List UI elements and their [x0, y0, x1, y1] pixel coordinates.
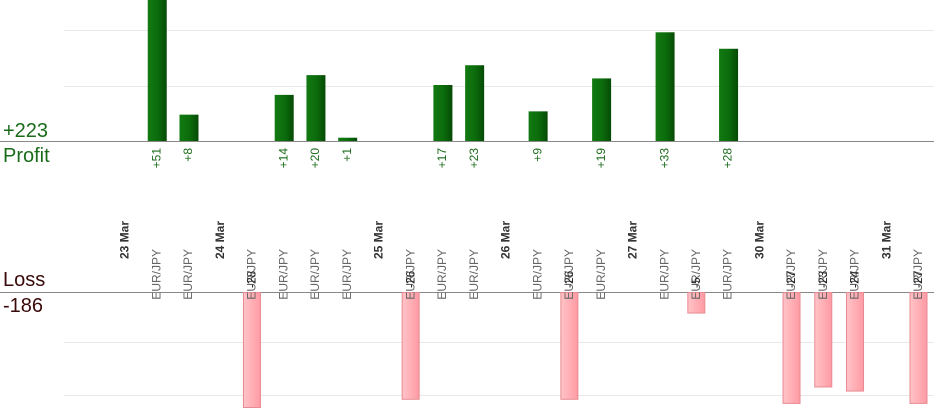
date-label: 23 Mar: [118, 221, 132, 259]
loss-bar: [846, 292, 865, 392]
date-label: 25 Mar: [372, 221, 386, 259]
profit-value-label: +23: [467, 148, 481, 169]
profit-bar: [147, 0, 167, 141]
pair-label: EUR/JPY: [308, 249, 322, 300]
pair-label: EUR/JPY: [181, 249, 195, 300]
profit-bar: [465, 65, 485, 141]
gridlines: [64, 30, 934, 396]
pair-label: EUR/JPY: [689, 249, 703, 300]
bars: [147, 0, 928, 408]
pair-label: EUR/JPY: [816, 249, 830, 300]
pair-label: EUR/JPY: [784, 249, 798, 300]
pair-label: EUR/JPY: [657, 249, 671, 300]
profit-value-label: +33: [657, 148, 671, 169]
profit-value-label: +17: [435, 148, 449, 169]
date-label: 26 Mar: [499, 221, 513, 259]
loss-value-label: -5: [689, 277, 703, 288]
pair-label: EUR/JPY: [911, 249, 925, 300]
profit-bar: [179, 114, 199, 141]
pair-label: EUR/JPY: [530, 249, 544, 300]
profit-value-label: +51: [149, 148, 163, 169]
profit-bar: [528, 111, 548, 141]
loss-value-label: -26: [562, 270, 576, 288]
date-label: 31 Mar: [879, 221, 893, 259]
profit-value-label: +8: [181, 148, 195, 162]
loss-value-label: -27: [911, 270, 925, 288]
loss-value-label: -24: [848, 270, 862, 288]
profit-bar: [592, 78, 612, 141]
loss-total: -186: [3, 295, 44, 317]
profit-value-label: +14: [276, 148, 290, 169]
profit-value-label: +28: [721, 148, 735, 169]
profit-bar: [338, 137, 358, 141]
pair-label: EUR/JPY: [403, 249, 417, 300]
date-label: 24 Mar: [213, 221, 227, 259]
profit-value-label: +9: [530, 148, 544, 162]
pair-label: EUR/JPY: [276, 249, 290, 300]
loss-bar: [782, 292, 801, 404]
profit-label: Profit: [3, 145, 50, 167]
pair-label: EUR/JPY: [721, 249, 735, 300]
profit-bar: [274, 94, 294, 141]
loss-bar: [814, 292, 833, 388]
profit-bar: [433, 85, 453, 141]
profit-bar: [719, 48, 739, 141]
pair-label: EUR/JPY: [435, 249, 449, 300]
pair-label: EUR/JPY: [562, 249, 576, 300]
loss-bar: [909, 292, 928, 404]
profit-value-label: +20: [308, 148, 322, 169]
pair-label: EUR/JPY: [594, 249, 608, 300]
pair-label: EUR/JPY: [340, 249, 354, 300]
pair-label: EUR/JPY: [245, 249, 259, 300]
date-label: 27 Mar: [626, 221, 640, 259]
loss-bar: [242, 292, 261, 408]
profit-value-label: +1: [340, 148, 354, 162]
profit-value-label: +19: [594, 148, 608, 169]
pair-label: EUR/JPY: [848, 249, 862, 300]
profit-total: +223: [3, 120, 49, 142]
date-label: 30 Mar: [752, 221, 766, 259]
loss-value-label: -27: [784, 270, 798, 288]
axes: [0, 141, 934, 293]
loss-value-label: -23: [816, 270, 830, 288]
loss-bar: [560, 292, 579, 400]
profit-bar: [306, 75, 326, 141]
loss-bar: [687, 292, 706, 314]
loss-value-label: -28: [245, 270, 259, 288]
profit-bar: [655, 32, 675, 142]
pair-label: EUR/JPY: [149, 249, 163, 300]
loss-value-label: -26: [403, 270, 417, 288]
loss-bar: [401, 292, 420, 400]
pair-label: EUR/JPY: [467, 249, 481, 300]
loss-label: Loss: [3, 269, 46, 291]
